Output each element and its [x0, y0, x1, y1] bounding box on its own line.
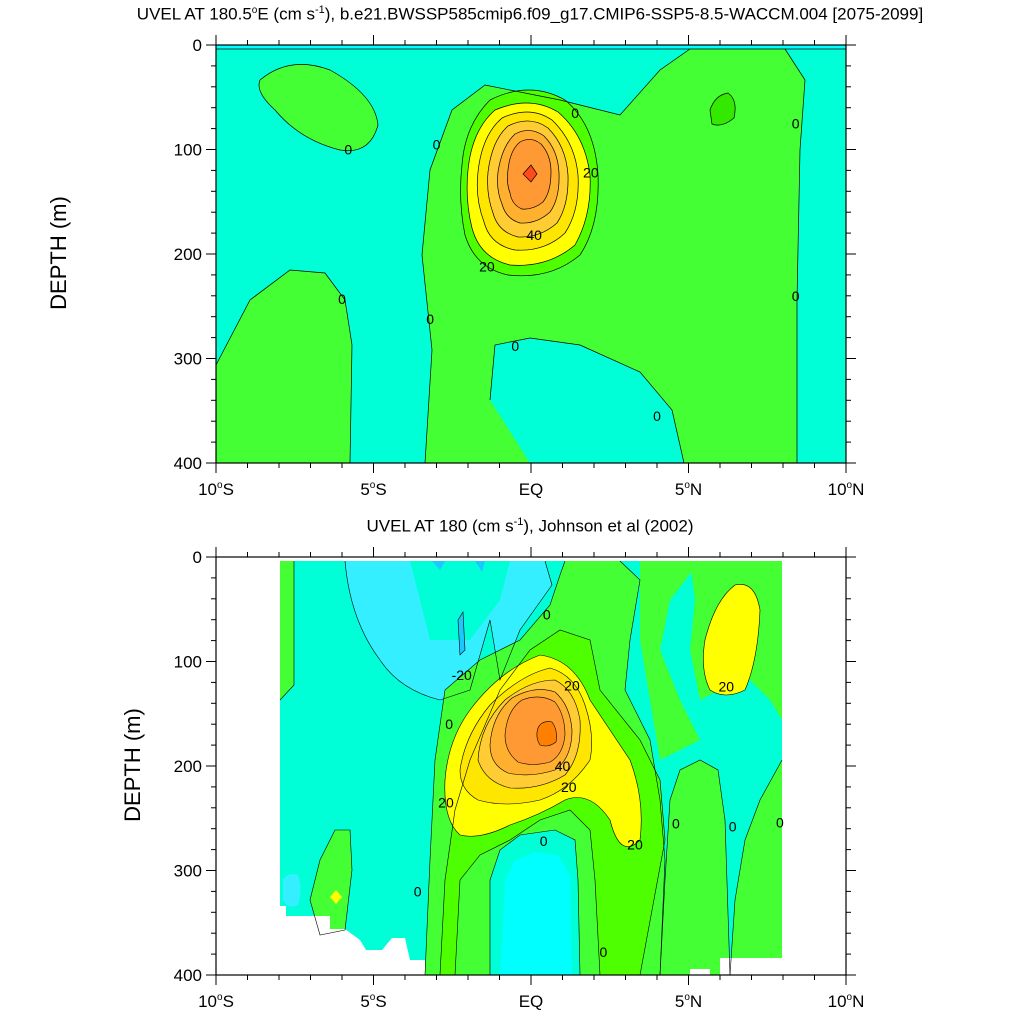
contour-label-top: 20 — [583, 164, 599, 180]
contour-label-bottom: 0 — [600, 944, 608, 960]
contour-label-top: 0 — [571, 105, 579, 121]
contour-label-bottom: 0 — [543, 606, 551, 622]
y-tick-label-top: 200 — [174, 245, 202, 264]
contour-label-bottom: 0 — [540, 833, 548, 849]
contour-label-bottom: 0 — [445, 716, 453, 732]
contour-label-bottom: -20 — [452, 667, 472, 683]
x-tick-label-top: 5oS — [360, 480, 386, 499]
x-tick-label-top: 10oS — [198, 480, 234, 499]
contour-label-bottom: 20 — [438, 795, 454, 811]
contour-label-bottom: 20 — [627, 836, 643, 852]
contour-label-top: 20 — [479, 259, 495, 275]
chart-title-top: UVEL AT 180.5oE (cm s-1), b.e21.BWSSP585… — [136, 4, 924, 24]
contour-label-bottom: 0 — [776, 814, 784, 830]
contour-label-top: 0 — [792, 115, 800, 131]
contour-label-top: 40 — [526, 227, 542, 243]
y-tick-label-bottom: 400 — [174, 966, 202, 985]
contour-label-bottom: 20 — [564, 678, 580, 694]
x-tick-label-bottom: 10oS — [198, 992, 234, 1011]
contour-lines-bottom — [279, 560, 783, 975]
contour-label-top: 0 — [433, 136, 441, 152]
y-tick-label-top: 400 — [174, 454, 202, 473]
x-tick-label-bottom: 10oN — [828, 992, 865, 1011]
y-tick-label-top: 300 — [174, 350, 202, 369]
contour-label-top: 0 — [653, 408, 661, 424]
contour-label-bottom: 0 — [414, 883, 422, 899]
contour-lines-top — [216, 48, 846, 463]
contour-label-bottom: 40 — [555, 758, 571, 774]
contour-label-bottom: 0 — [672, 815, 680, 831]
x-tick-label-bottom: EQ — [519, 992, 544, 1011]
contour-label-top: 0 — [792, 288, 800, 304]
contour-fills-bottom — [216, 557, 846, 975]
x-tick-label-top: 10oN — [828, 480, 865, 499]
contour-label-top: 0 — [511, 338, 519, 354]
contour-label-bottom: 0 — [729, 819, 737, 835]
x-tick-label-top: 5oN — [675, 480, 702, 499]
contour-label-top: 0 — [344, 142, 352, 158]
contour-label-bottom: 20 — [719, 679, 735, 695]
y-tick-label-bottom: 200 — [174, 757, 202, 776]
contour-label-bottom: 20 — [561, 779, 577, 795]
x-tick-label-top: EQ — [519, 480, 544, 499]
contour-fills-top — [216, 45, 846, 463]
y-tick-label-bottom: 100 — [174, 653, 202, 672]
y-tick-label-bottom: 300 — [174, 862, 202, 881]
contour-label-top: 0 — [338, 291, 346, 307]
y-tick-label-top: 0 — [193, 36, 202, 55]
x-tick-label-bottom: 5oS — [360, 992, 386, 1011]
chart-title-bottom: UVEL AT 180 (cm s-1), Johnson et al (200… — [366, 516, 694, 536]
x-tick-label-bottom: 5oN — [675, 992, 702, 1011]
contour-label-top: 0 — [426, 311, 434, 327]
y-tick-label-bottom: 0 — [193, 548, 202, 567]
y-tick-label-top: 100 — [174, 141, 202, 160]
